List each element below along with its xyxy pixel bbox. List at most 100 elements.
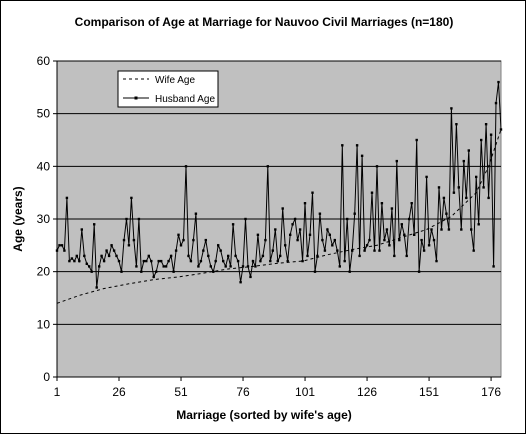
husband-age-point (164, 265, 168, 268)
husband-age-point (400, 223, 403, 226)
husband-age-point (323, 249, 327, 252)
husband-age-point (127, 244, 131, 247)
x-tick-label: 51 (174, 385, 188, 399)
husband-age-point (266, 165, 269, 168)
husband-age-point (328, 233, 331, 236)
husband-age-point (202, 249, 205, 252)
husband-age-point (494, 101, 498, 105)
husband-age-point (291, 223, 294, 226)
husband-age-point (209, 265, 212, 268)
husband-age-point (313, 270, 317, 273)
husband-age-point (147, 254, 150, 258)
husband-age-point (98, 265, 101, 268)
husband-age-point (254, 265, 257, 268)
x-tick-label: 76 (236, 385, 250, 399)
husband-age-point (145, 259, 148, 263)
husband-age-point (117, 259, 121, 263)
husband-age-point (284, 244, 287, 247)
husband-age-point (182, 238, 185, 242)
husband-age-point (318, 212, 322, 215)
husband-age-point (368, 238, 371, 242)
husband-age-point (445, 212, 448, 215)
husband-age-point (383, 238, 386, 242)
husband-age-point (115, 254, 118, 258)
husband-age-point (462, 159, 465, 163)
husband-age-point (348, 270, 351, 273)
husband-age-point (73, 259, 76, 263)
husband-age-point (187, 254, 190, 258)
husband-age-point (410, 202, 413, 205)
husband-age-point (112, 249, 116, 252)
husband-age-point (184, 165, 188, 168)
husband-age-point (236, 259, 240, 263)
husband-age-point (355, 144, 359, 147)
husband-age-point (100, 254, 103, 258)
y-tick-labels: 0 10 20 30 40 50 60 (37, 54, 51, 384)
x-tick-label: 176 (481, 385, 501, 399)
husband-age-point (78, 259, 81, 263)
husband-age-point (204, 238, 207, 242)
husband-age-point (365, 244, 369, 247)
husband-age-point (440, 228, 443, 231)
husband-age-point (390, 207, 394, 210)
husband-age-point (172, 270, 175, 273)
husband-age-point (231, 223, 235, 226)
legend-wife-label: Wife Age (155, 75, 195, 86)
husband-age-point (58, 244, 61, 247)
husband-age-point (65, 196, 69, 200)
husband-age-point (95, 286, 98, 289)
husband-age-point (393, 254, 396, 258)
husband-age-point (472, 249, 475, 252)
husband-age-point (457, 186, 460, 189)
husband-age-point (480, 138, 483, 142)
x-axis-title: Marriage (sorted by wife's age) (176, 408, 352, 422)
series-lines (55, 80, 503, 304)
husband-age-point (346, 217, 349, 221)
husband-age-point (442, 196, 446, 200)
y-axis-title: Age (years) (11, 186, 25, 251)
husband-age-point (432, 238, 436, 242)
husband-age-point (303, 202, 307, 205)
husband-age-point (219, 249, 222, 252)
y-tick-label: 50 (37, 107, 51, 121)
husband-age-point (422, 249, 426, 252)
husband-age-point (271, 249, 274, 252)
x-tick-label: 126 (357, 385, 377, 399)
husband-age-point (281, 207, 284, 210)
series-wife-age-line (56, 129, 502, 304)
husband-age-point (140, 270, 143, 273)
husband-age-point (107, 254, 111, 258)
husband-age-point (497, 80, 500, 84)
husband-age-point (492, 265, 495, 268)
husband-age-point (447, 228, 451, 231)
husband-age-point (251, 259, 255, 263)
husband-age-point (408, 217, 411, 221)
husband-age-point (249, 275, 252, 279)
husband-age-point (475, 175, 478, 179)
husband-age-point (373, 249, 376, 252)
husband-age-point (246, 265, 250, 268)
husband-age-point (189, 259, 193, 263)
husband-age-point (85, 262, 88, 265)
husband-age-point (311, 191, 314, 194)
husband-age-point (194, 212, 198, 215)
husband-age-point (169, 254, 173, 258)
husband-age-point (450, 107, 453, 110)
husband-age-point (370, 191, 374, 194)
husband-age-point (415, 138, 418, 142)
husband-age-point (241, 265, 245, 268)
husband-age-point (403, 233, 406, 236)
husband-age-point (417, 270, 421, 273)
husband-age-point (229, 265, 232, 268)
husband-age-point (437, 186, 441, 189)
husband-age-point (298, 228, 302, 231)
husband-age-point (70, 257, 74, 260)
husband-age-point (465, 196, 468, 200)
husband-age-point (137, 217, 141, 221)
husband-age-point (197, 265, 200, 268)
husband-age-point (142, 259, 145, 263)
y-tick-label: 30 (37, 212, 51, 226)
legend: Wife Age Husband Age (117, 70, 219, 108)
husband-age-point (274, 228, 277, 231)
husband-age-point (132, 238, 136, 242)
